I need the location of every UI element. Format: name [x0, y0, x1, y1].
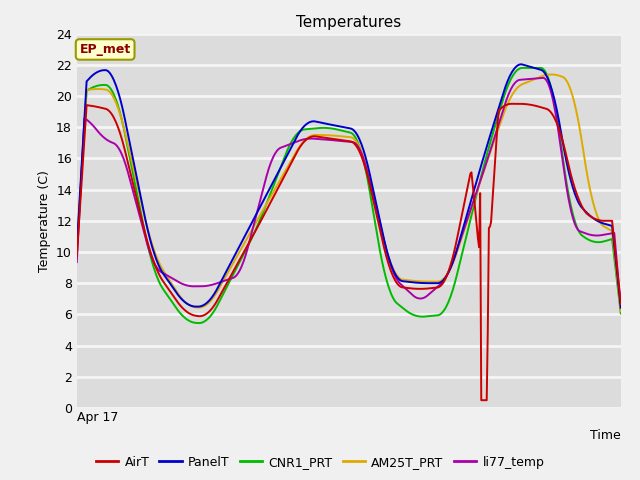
- Text: EP_met: EP_met: [79, 43, 131, 56]
- Title: Temperatures: Temperatures: [296, 15, 401, 30]
- Legend: AirT, PanelT, CNR1_PRT, AM25T_PRT, li77_temp: AirT, PanelT, CNR1_PRT, AM25T_PRT, li77_…: [91, 451, 549, 474]
- Y-axis label: Temperature (C): Temperature (C): [38, 170, 51, 272]
- Text: Time: Time: [590, 429, 621, 442]
